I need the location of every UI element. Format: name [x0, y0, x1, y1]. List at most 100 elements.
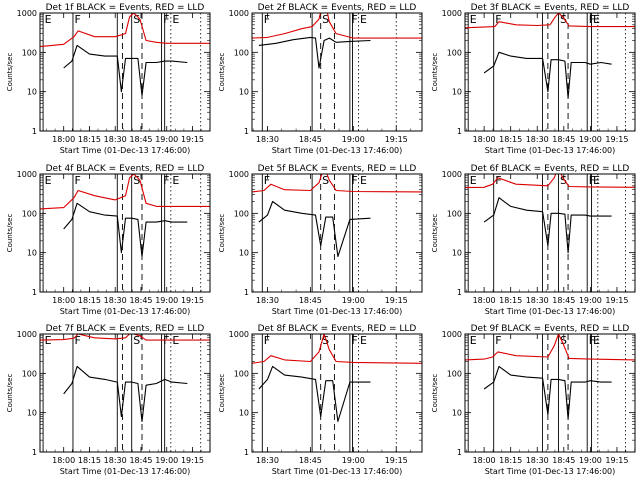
time-marker-label: F [264, 334, 270, 347]
y-tick-label: 1000 [229, 330, 249, 339]
x-tick-label: 18:30 [104, 135, 127, 144]
time-marker-label: F [495, 174, 501, 187]
chart-panel-5: Det 5f BLACK = Events, RED = LLD Counts/s… [218, 164, 423, 316]
series-group [252, 13, 422, 69]
time-marker-label: S [133, 334, 140, 347]
y-tick-label: 1000 [442, 9, 462, 18]
x-tick-label: 19:15 [605, 296, 628, 305]
chart-title: Det 9f BLACK = Events, RED = LLD [471, 324, 630, 334]
x-tick-label: 18:30 [526, 456, 549, 465]
chart-panel-9: Det 9f BLACK = Events, RED = LLD Counts/s… [431, 324, 636, 476]
series-line-events [258, 36, 371, 69]
y-tick-label: 10 [27, 409, 37, 418]
x-axis-label: Start Time (01-Dec-13 17:46:00) [485, 307, 616, 316]
series-line-lld [465, 334, 635, 361]
series-group [40, 334, 210, 422]
x-tick-label: 18:00 [52, 456, 75, 465]
y-tick-label: 10 [239, 88, 249, 97]
x-tick-label: 19:00 [155, 296, 178, 305]
y-tick-label: 1 [244, 448, 249, 457]
series-group [40, 174, 210, 258]
x-tick-label: 18:00 [473, 296, 496, 305]
time-marker-label: F [74, 334, 80, 347]
series-line-events [63, 202, 188, 258]
plot-frame [39, 12, 211, 132]
y-tick-label: 1000 [229, 170, 249, 179]
series-group [465, 13, 635, 99]
time-marker-label: E [470, 334, 477, 347]
chart-panel-8: Det 8f BLACK = Events, RED = LLD Counts/s… [218, 324, 423, 476]
series-line-events [483, 51, 612, 99]
y-tick-label: 1 [244, 127, 249, 136]
y-tick-label: 1 [32, 127, 37, 136]
time-marker-label: S [560, 334, 567, 347]
time-marker-label: S [133, 13, 140, 26]
plot-frame [251, 12, 423, 132]
x-tick-label: 19:00 [342, 296, 365, 305]
chart-title: Det 1f BLACK = Events, RED = LLD [46, 3, 205, 13]
time-marker-label: E [45, 174, 52, 187]
x-tick-label: 18:45 [552, 456, 575, 465]
series-group [465, 174, 635, 254]
time-marker-label: F [74, 174, 80, 187]
y-tick-label: 100 [447, 209, 462, 218]
y-tick-label: 1000 [442, 170, 462, 179]
x-tick-label: 19:15 [385, 135, 408, 144]
y-tick-label: 1000 [17, 9, 37, 18]
chart-title: Det 2f BLACK = Events, RED = LLD [258, 3, 417, 13]
x-tick-label: 19:00 [342, 135, 365, 144]
y-tick-label: 100 [22, 209, 37, 218]
series-line-events [63, 365, 188, 422]
chart-title: Det 7f BLACK = Events, RED = LLD [46, 324, 205, 334]
x-tick-label: 18:30 [526, 296, 549, 305]
time-marker-label: F [351, 13, 357, 26]
chart-panel-4: Det 4f BLACK = Events, RED = LLD Counts/s… [6, 164, 211, 316]
chart-panel-2: Det 2f BLACK = Events, RED = LLD Counts/s… [218, 3, 423, 155]
plot-frame [464, 12, 636, 132]
y-tick-label: 10 [452, 88, 462, 97]
chart-panel-6: Det 6f BLACK = Events, RED = LLD Counts/s… [431, 164, 636, 316]
series-line-lld [252, 13, 422, 39]
y-tick-label: 100 [234, 209, 249, 218]
chart-title: Det 6f BLACK = Events, RED = LLD [471, 164, 630, 174]
series-line-lld [465, 13, 635, 29]
plot-frame [251, 333, 423, 453]
series-group [252, 174, 422, 258]
series-line-lld [252, 174, 422, 193]
x-tick-label: 19:00 [579, 296, 602, 305]
time-marker-label: F [351, 174, 357, 187]
time-marker-label: E [360, 174, 367, 187]
plot-frame [39, 333, 211, 453]
y-axis-label: Counts/sec [6, 374, 14, 413]
x-tick-label: 18:00 [52, 135, 75, 144]
x-tick-label: 19:00 [579, 456, 602, 465]
x-tick-label: 19:15 [181, 296, 204, 305]
time-marker-label: E [593, 174, 600, 187]
x-tick-label: 19:15 [385, 456, 408, 465]
x-tick-label: 18:45 [552, 296, 575, 305]
x-tick-label: 18:30 [526, 135, 549, 144]
y-tick-label: 1 [457, 288, 462, 297]
x-tick-label: 18:15 [499, 135, 522, 144]
x-axis-label: Start Time (01-Dec-13 17:46:00) [272, 146, 403, 155]
y-tick-label: 100 [447, 369, 462, 378]
time-marker-label: E [360, 13, 367, 26]
y-tick-label: 100 [22, 369, 37, 378]
y-tick-label: 10 [27, 88, 37, 97]
time-marker-label: S [133, 174, 140, 187]
y-tick-label: 10 [452, 249, 462, 258]
x-tick-label: 19:00 [579, 135, 602, 144]
series-line-events [258, 365, 371, 422]
time-marker-label: S [322, 174, 329, 187]
x-tick-label: 19:15 [181, 135, 204, 144]
series-line-events [483, 197, 612, 254]
chart-title: Det 5f BLACK = Events, RED = LLD [258, 164, 417, 174]
y-tick-label: 100 [234, 48, 249, 57]
chart-title: Det 8f BLACK = Events, RED = LLD [258, 324, 417, 334]
plot-frame [464, 173, 636, 293]
time-marker-label: E [360, 334, 367, 347]
x-tick-label: 18:15 [78, 296, 101, 305]
y-tick-label: 1000 [229, 9, 249, 18]
time-marker-label: E [593, 13, 600, 26]
